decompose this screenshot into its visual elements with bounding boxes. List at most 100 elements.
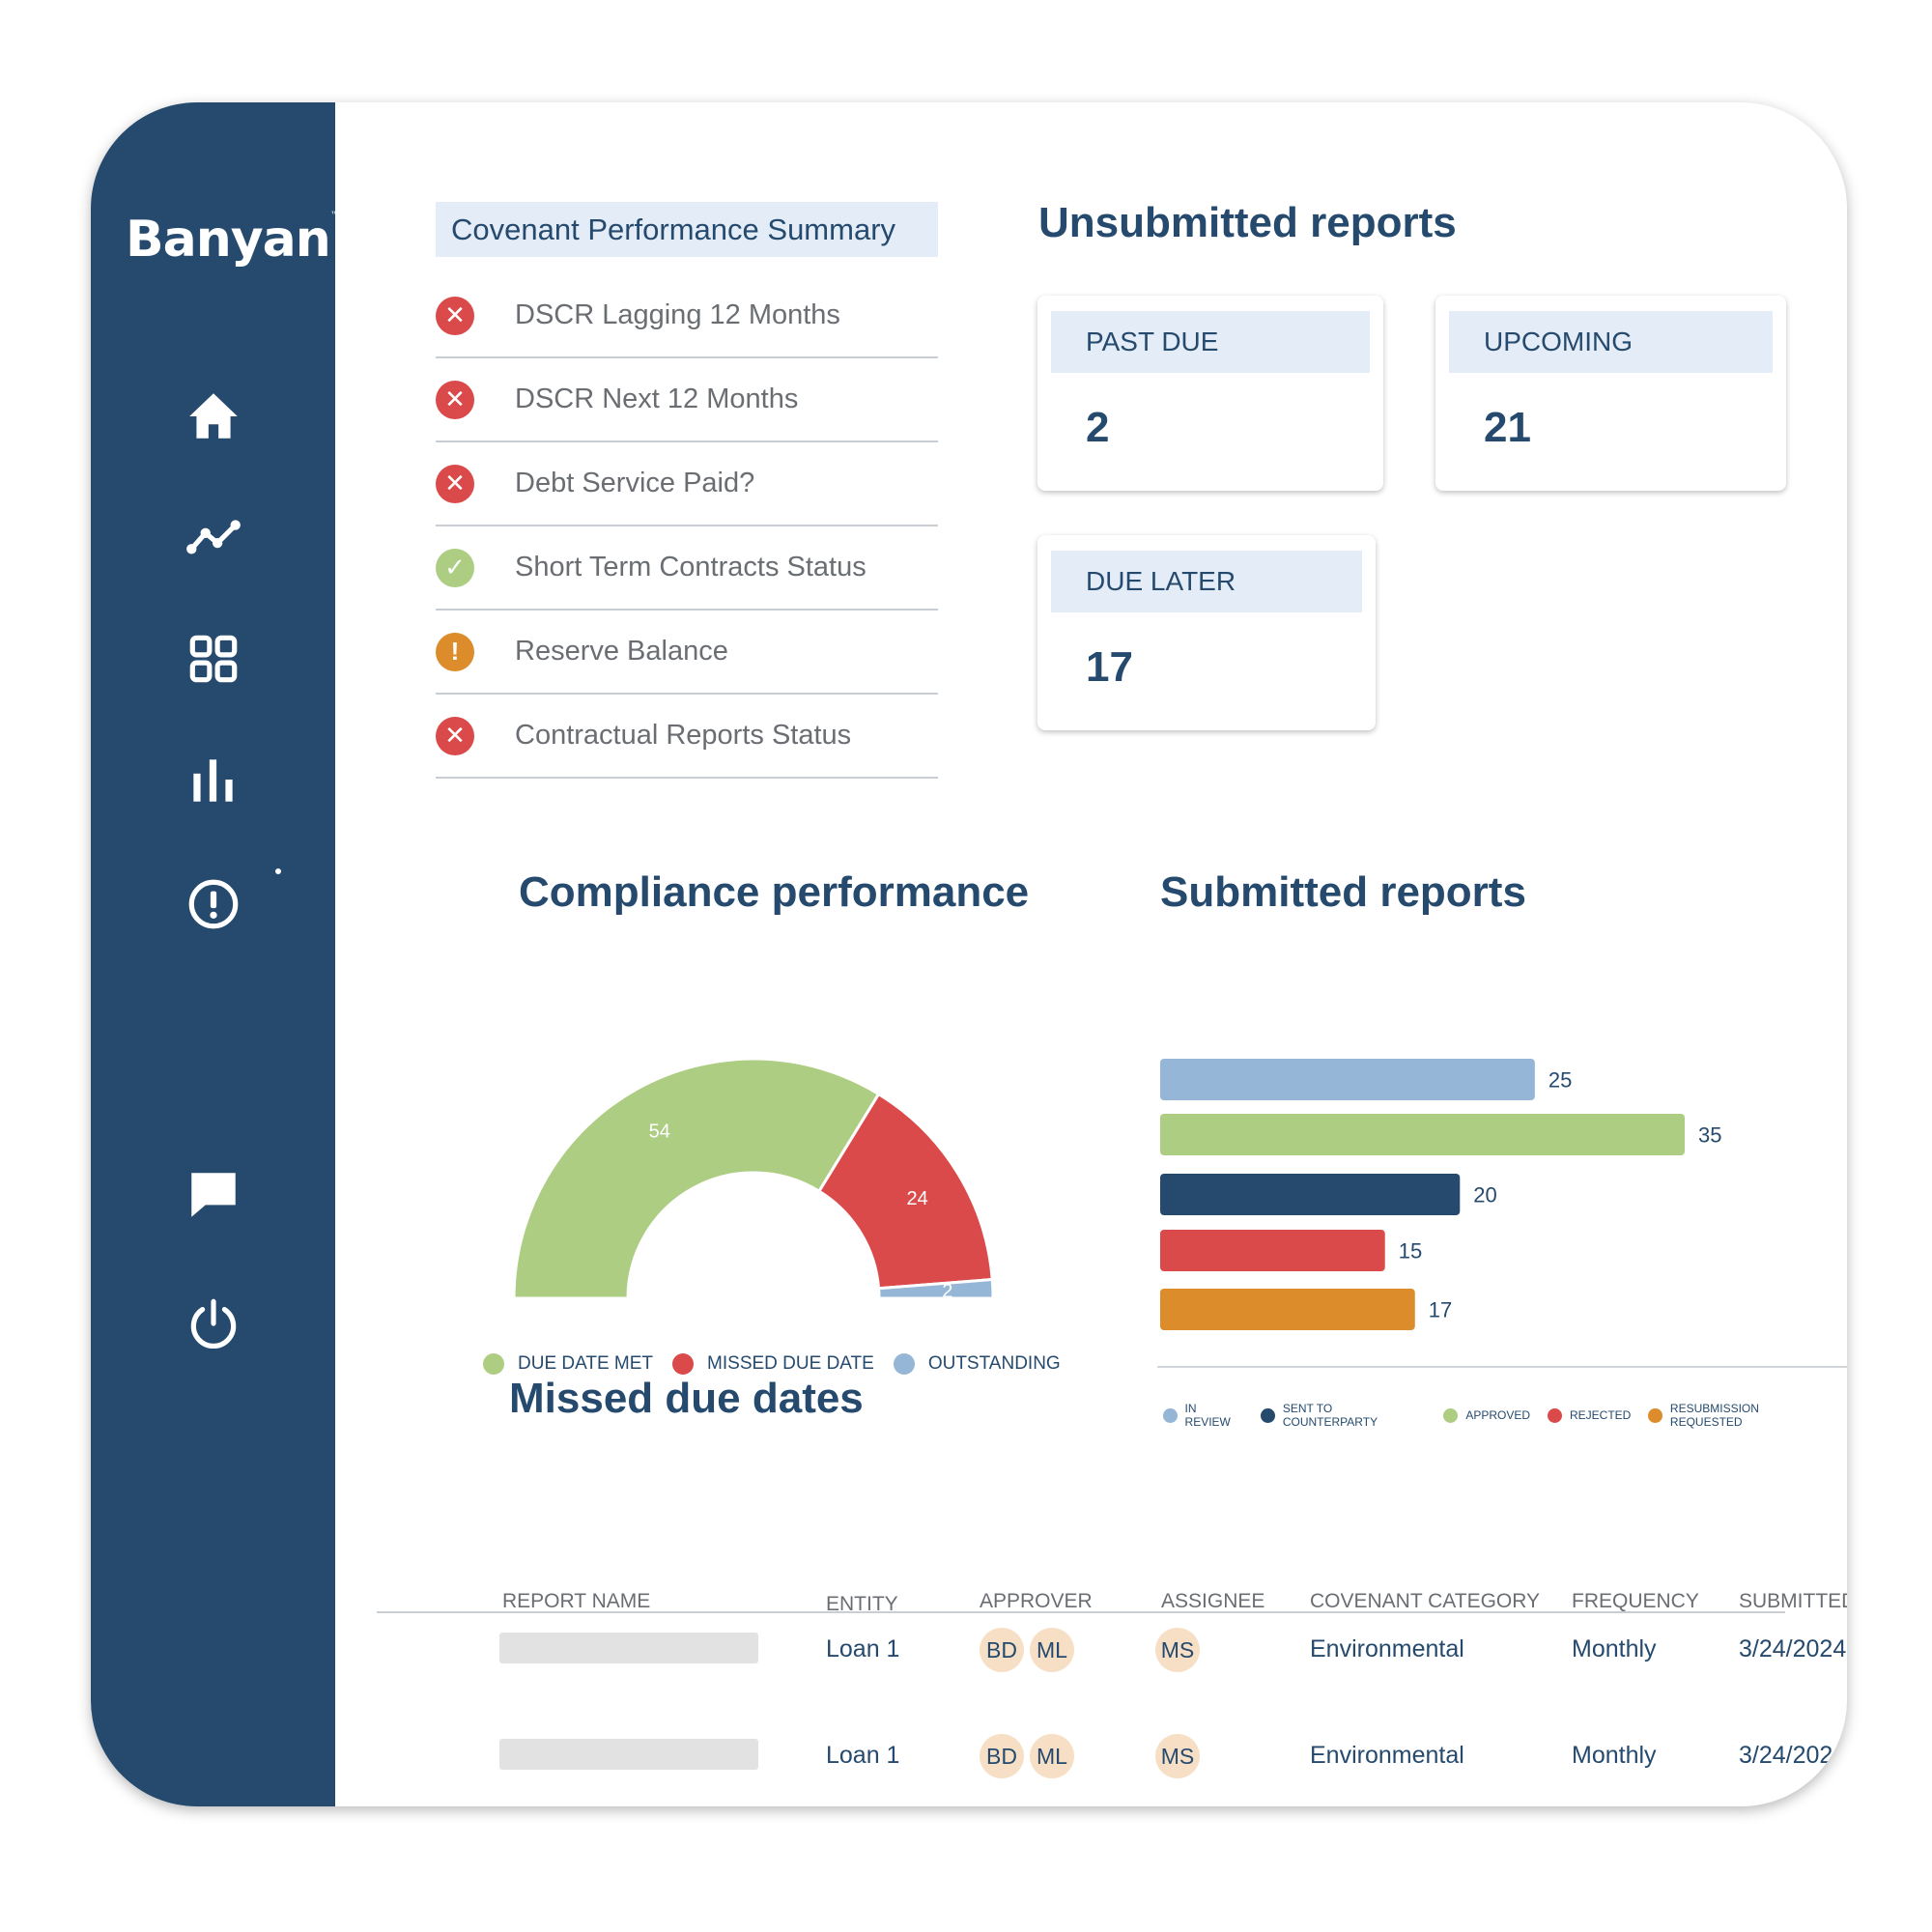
frequency-cell: Monthly [1572,1742,1657,1769]
legend-label: DUE DATE MET [518,1353,654,1374]
past-due-card[interactable]: PAST DUE 2 [1037,296,1383,491]
unsubmitted-title: Unsubmitted reports [1038,199,1457,246]
entity-cell: Loan 1 [826,1742,900,1769]
bar-value-label: 25 [1548,1068,1572,1093]
submitted-date-cell: 3/24/2024 [1739,1635,1847,1662]
report-name-placeholder [499,1633,758,1663]
brand-trademark: ™ [329,211,340,221]
covenant-item[interactable]: ✕ DSCR Next 12 Months [436,358,938,442]
bar-chart-icon[interactable] [184,750,243,810]
legend-label: MISSED DUE DATE [707,1353,874,1374]
sidebar: Banyan™ [91,102,340,1806]
approver-avatar[interactable]: BD [980,1628,1024,1672]
status-fail-icon: ✕ [436,296,474,335]
compliance-legend: DUE DATE MET MISSED DUE DATE OUTSTANDING [483,1353,1080,1375]
covenant-item-label: Short Term Contracts Status [515,552,867,582]
gauge-segment [512,1057,881,1300]
bar-value-label: 15 [1399,1239,1422,1264]
main-content: Covenant Performance Summary ✕ DSCR Laggi… [335,102,1847,1806]
bar-value-label: 20 [1473,1183,1496,1208]
table-row-divider [377,1611,1785,1613]
upcoming-card[interactable]: UPCOMING 21 [1435,296,1786,491]
missed-due-dates-title: Missed due dates [509,1375,864,1422]
status-warning-icon: ! [436,632,474,671]
covenant-item[interactable]: ✕ DSCR Lagging 12 Months [436,274,938,358]
assignee-avatar[interactable]: MS [1155,1628,1200,1672]
status-fail-icon: ✕ [436,716,474,755]
covenant-item-label: DSCR Next 12 Months [515,384,799,414]
covenant-category-cell: Environmental [1310,1635,1464,1662]
covenant-item[interactable]: ✓ Short Term Contracts Status [436,526,938,611]
covenant-item-label: DSCR Lagging 12 Months [515,299,840,330]
status-fail-icon: ✕ [436,464,474,503]
table-column-header[interactable]: FREQUENCY [1572,1590,1699,1612]
bar-rejected [1160,1230,1385,1271]
legend-item: DUE DATE MET [483,1353,653,1375]
gauge-value-label: 54 [649,1121,670,1142]
upcoming-label: UPCOMING [1449,311,1773,373]
approver-avatar[interactable]: ML [1030,1734,1074,1778]
submitted-bar-chart: 25 35 20 15 17 [1160,1059,1721,1330]
covenant-list: ✕ DSCR Lagging 12 Months ✕ DSCR Next 12 Mon… [436,274,938,779]
legend-dot [1548,1407,1562,1423]
due-later-value: 17 [1086,643,1133,691]
table-column-header[interactable]: ENTITY [826,1593,898,1615]
bar-approved [1160,1114,1685,1155]
gauge-value-label: 24 [907,1188,928,1209]
legend-item: OUTSTANDING [893,1353,1061,1375]
report-name-placeholder [499,1739,758,1770]
legend-item: RESUBMISSION REQUESTED [1648,1402,1830,1429]
legend-label: APPROVED [1465,1408,1530,1422]
app-window: Banyan™ Covenant Performance Summary ✕ DS… [91,102,1847,1806]
legend-label: SENT TO COUNTERPARTY [1282,1402,1378,1429]
legend-item: REJECTED [1548,1407,1631,1423]
table-column-header[interactable]: SUBMITTED [1739,1590,1847,1612]
legend-item: SENT TO COUNTERPARTY [1261,1402,1426,1429]
bar-sent-to-counterparty [1160,1174,1461,1215]
grid-icon[interactable] [184,629,243,689]
approver-avatar[interactable]: ML [1030,1628,1074,1672]
covenant-summary-title: Covenant Performance Summary [436,202,938,257]
brand-logo[interactable]: Banyan™ [126,211,340,269]
compliance-gauge-chart: 54 24 2 [512,1057,995,1302]
submitted-date-cell: 3/24/2024 [1739,1742,1847,1769]
covenant-item[interactable]: ! Reserve Balance [436,611,938,695]
gauge-segment [876,1277,995,1300]
covenant-item[interactable]: ✕ Contractual Reports Status [436,695,938,779]
power-icon[interactable] [184,1293,243,1353]
covenant-item[interactable]: ✕ Debt Service Paid? [436,442,938,526]
approver-avatar[interactable]: BD [980,1734,1024,1778]
alert-circle-icon[interactable] [184,874,243,934]
chat-icon[interactable] [184,1165,243,1225]
upcoming-value: 21 [1484,404,1531,451]
bar-in-review [1160,1059,1535,1100]
gauge-segment [816,1092,994,1291]
due-later-card[interactable]: DUE LATER 17 [1037,535,1376,730]
table-column-header[interactable]: APPROVER [980,1590,1093,1612]
frequency-cell: Monthly [1572,1635,1657,1662]
status-pass-icon: ✓ [436,548,474,587]
assignee-avatar[interactable]: MS [1155,1734,1200,1778]
bar-value-label: 35 [1698,1123,1721,1148]
legend-label: IN REVIEW [1184,1402,1231,1429]
legend-label: OUTSTANDING [927,1353,1061,1374]
home-icon[interactable] [184,386,243,446]
entity-cell: Loan 1 [826,1635,900,1662]
compliance-title: Compliance performance [519,868,1030,916]
bar-resubmission-requested [1160,1289,1415,1330]
legend-dot [1261,1407,1275,1423]
notification-dot [275,868,281,874]
bar-chart-axis [1157,1366,1847,1368]
table-column-header[interactable]: COVENANT CATEGORY [1310,1590,1541,1612]
trend-line-icon[interactable] [184,509,243,569]
table-column-header[interactable]: REPORT NAME [502,1590,651,1612]
past-due-label: PAST DUE [1051,311,1370,373]
submitted-title: Submitted reports [1160,868,1526,916]
legend-item: IN REVIEW [1163,1402,1243,1429]
table-column-header[interactable]: ASSIGNEE [1161,1590,1265,1612]
legend-label: RESUBMISSION REQUESTED [1669,1402,1759,1429]
legend-dot [1648,1407,1662,1423]
covenant-item-label: Reserve Balance [515,636,728,667]
legend-item: APPROVED [1443,1407,1530,1423]
legend-dot [1163,1407,1178,1423]
